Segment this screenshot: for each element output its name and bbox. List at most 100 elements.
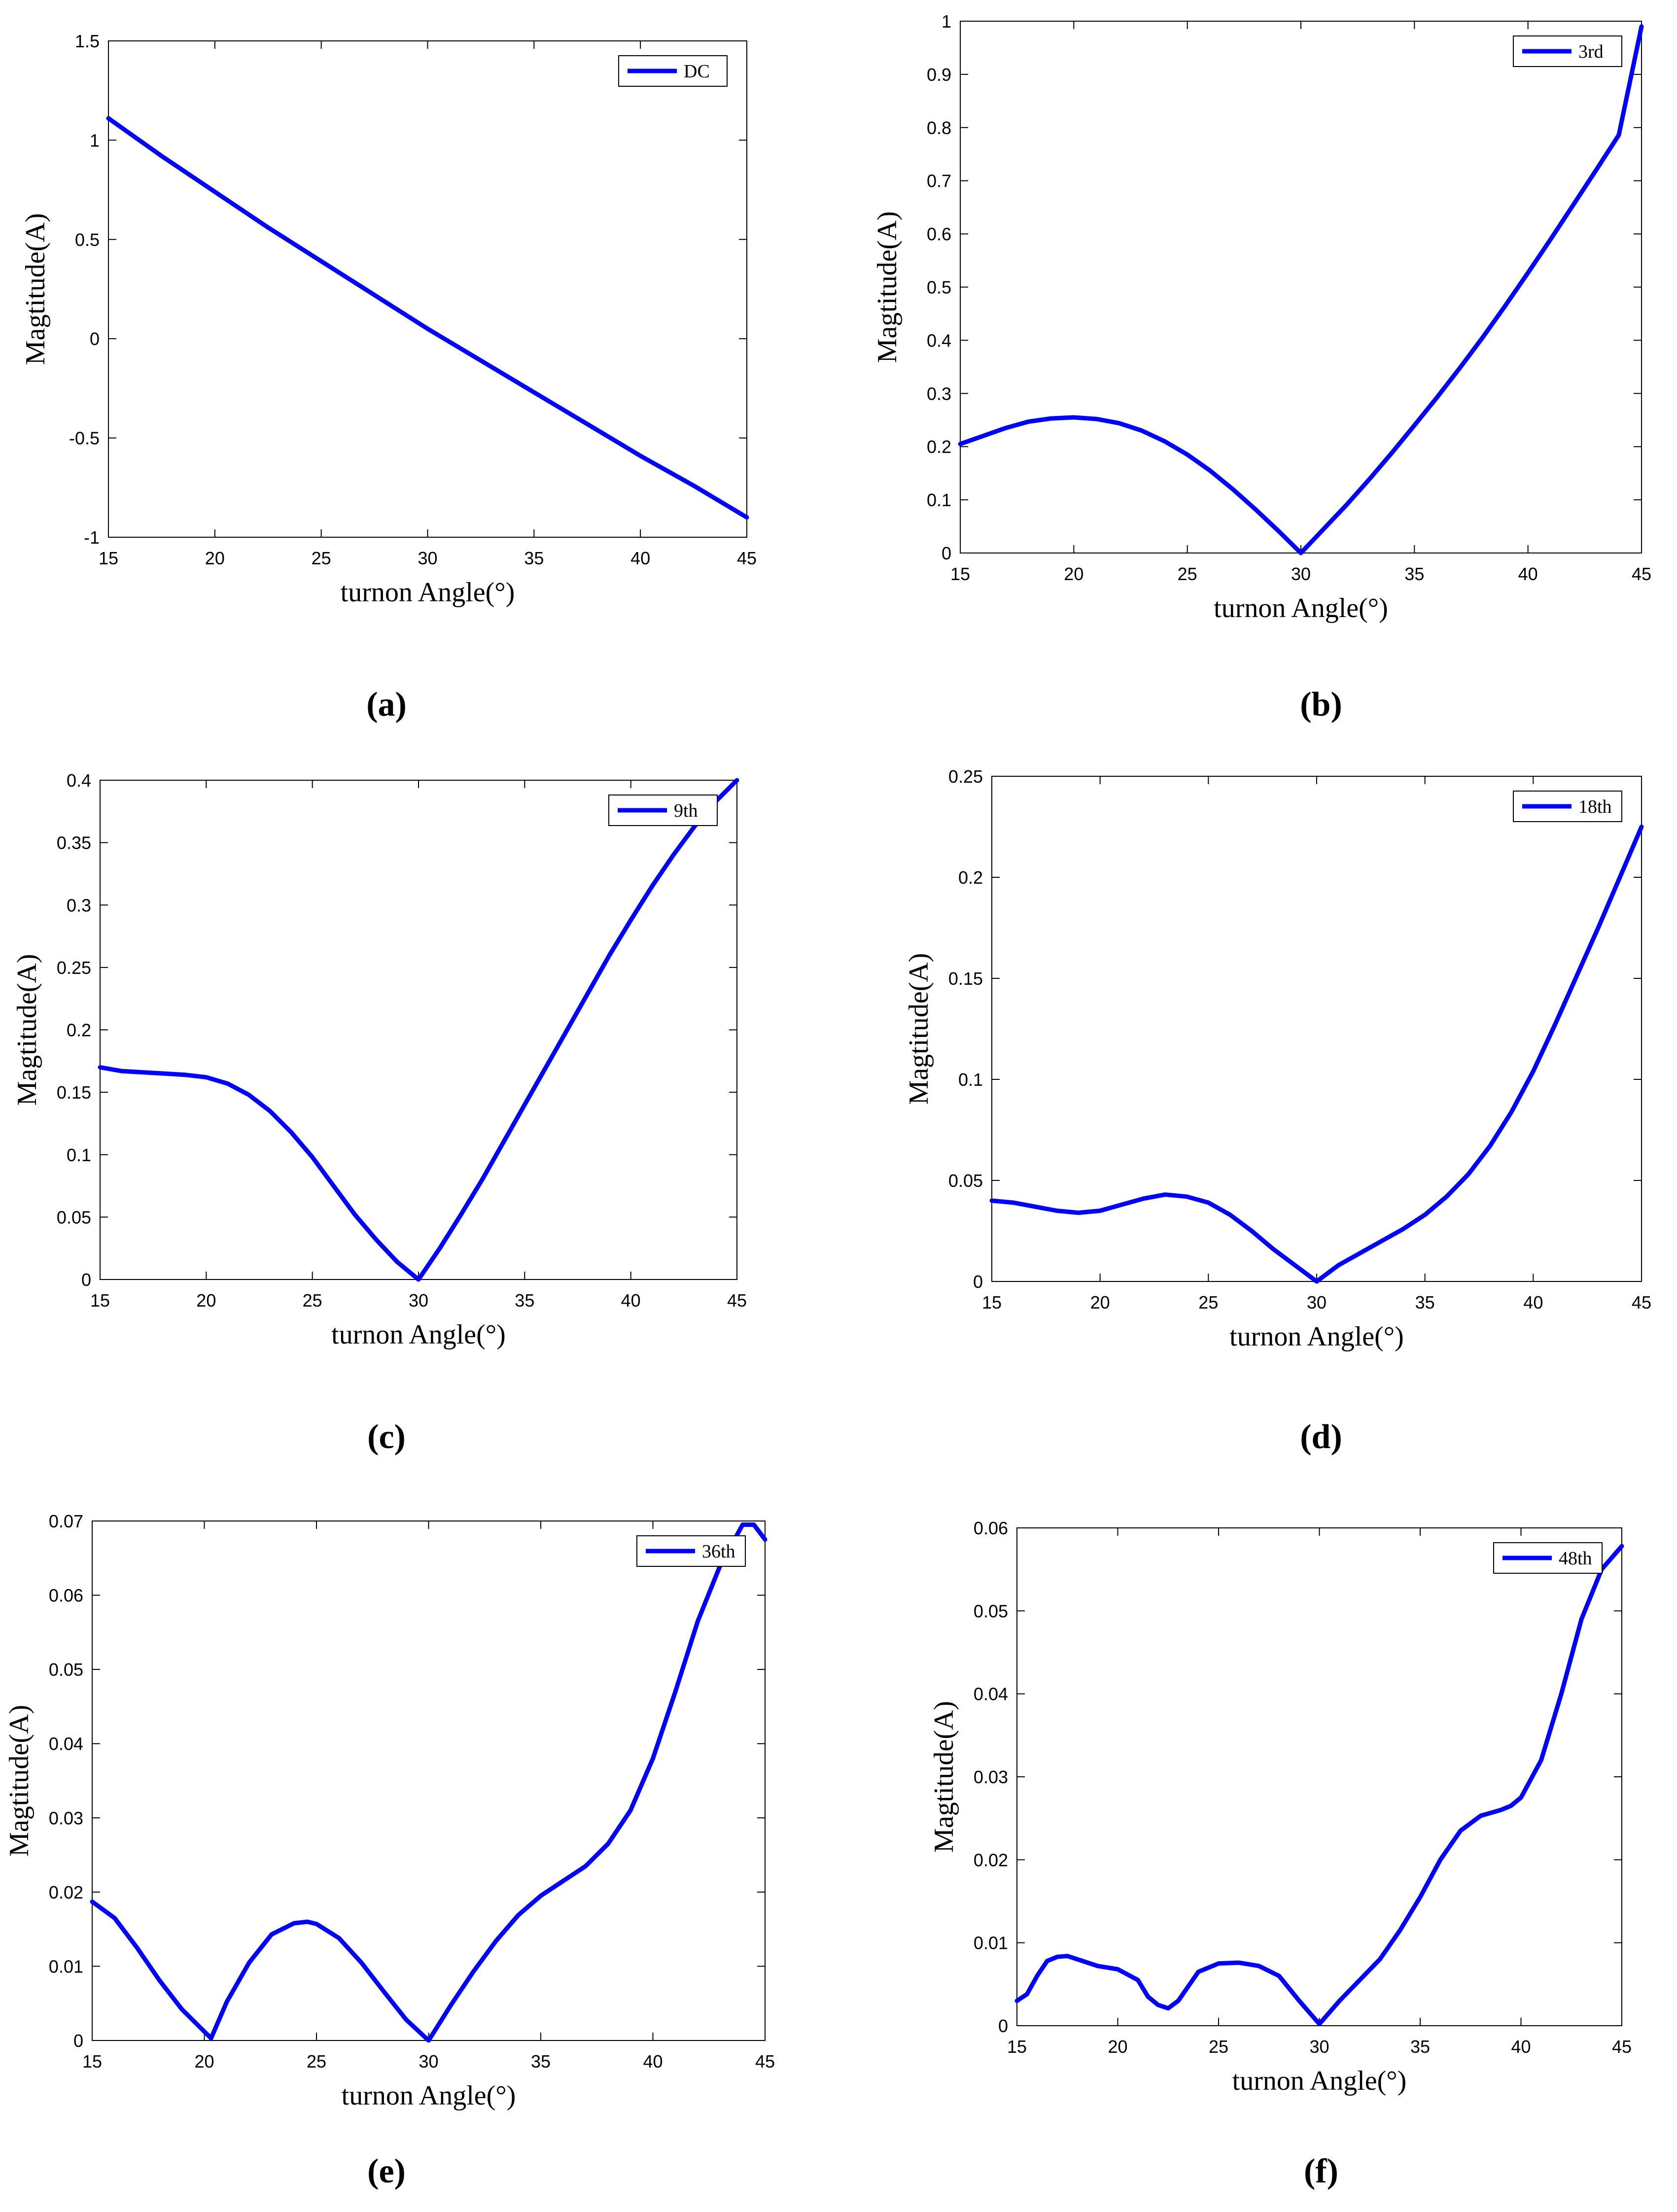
series-line-c bbox=[98, 778, 739, 1282]
y-tick-label-b: 0.7 bbox=[927, 171, 951, 191]
y-tick-label-f: 0.03 bbox=[974, 1767, 1008, 1787]
x-tick-label-a: 40 bbox=[630, 548, 650, 568]
panel-label-d: (d) bbox=[1300, 1418, 1342, 1456]
series-line-a bbox=[106, 116, 749, 520]
y-tick-label-c: 0.4 bbox=[67, 770, 91, 791]
y-tick-label-e: 0.04 bbox=[49, 1734, 83, 1754]
x-axis-label-b: turnon Angle(°) bbox=[1214, 593, 1388, 623]
x-axis-label-a: turnon Angle(°) bbox=[341, 577, 515, 608]
x-tick-label-c: 35 bbox=[515, 1290, 534, 1311]
x-tick-label-c: 25 bbox=[303, 1290, 322, 1311]
plot-frame-e bbox=[92, 1521, 766, 2041]
y-tick-label-f: 0 bbox=[998, 2016, 1008, 2036]
y-tick-label-b: 0.8 bbox=[927, 118, 951, 138]
legend-label-f: 48th bbox=[1559, 1548, 1592, 1569]
x-tick-label-d: 45 bbox=[1632, 1292, 1651, 1313]
y-tick-label-b: 0 bbox=[942, 543, 951, 563]
x-tick-label-f: 15 bbox=[1007, 2037, 1027, 2057]
chart-c: 15 20 25 30 35 40 45 0 0.05 0.1 0.15 0.2 0.25 0.3 0.35… bbox=[12, 770, 747, 1350]
x-tick-label-b: 20 bbox=[1064, 564, 1083, 584]
y-tick-label-e: 0.07 bbox=[49, 1511, 83, 1531]
y-axis-label-f: Magtitude(A) bbox=[929, 1701, 959, 1853]
x-tick-label-f: 30 bbox=[1309, 2037, 1329, 2057]
y-tick-label-b: 0.5 bbox=[927, 277, 951, 298]
y-tick-label-e: 0.03 bbox=[49, 1808, 83, 1828]
x-tick-label-d: 15 bbox=[982, 1292, 1002, 1313]
y-tick-label-b: 0.3 bbox=[927, 383, 951, 404]
x-tick-label-c: 15 bbox=[90, 1290, 110, 1311]
y-tick-label-e: 0 bbox=[73, 2031, 83, 2051]
panel-label-e: (e) bbox=[367, 2152, 406, 2190]
y-tick-label-a: -1 bbox=[84, 527, 100, 548]
y-tick-label-f: 0.01 bbox=[974, 1933, 1008, 1953]
plot-frame-b bbox=[960, 21, 1642, 553]
y-tick-label-c: 0.3 bbox=[67, 895, 91, 915]
y-tick-label-d: 0.25 bbox=[948, 766, 983, 787]
legend-label-c: 9th bbox=[674, 800, 698, 821]
y-tick-label-b: 0.6 bbox=[927, 224, 951, 244]
y-tick-label-c: 0.05 bbox=[57, 1207, 91, 1227]
x-tick-label-a: 45 bbox=[737, 548, 757, 568]
y-tick-label-d: 0.05 bbox=[948, 1171, 983, 1191]
x-tick-label-b: 45 bbox=[1632, 564, 1651, 584]
y-tick-label-a: 1.5 bbox=[75, 31, 100, 51]
y-tick-label-b: 0.9 bbox=[927, 65, 951, 85]
y-tick-label-d: 0.15 bbox=[948, 968, 983, 989]
y-tick-label-a: 0.5 bbox=[75, 230, 100, 250]
x-axis-label-d: turnon Angle(°) bbox=[1229, 1321, 1404, 1352]
y-tick-label-e: 0.01 bbox=[49, 1956, 83, 1976]
y-tick-label-d: 0.1 bbox=[958, 1070, 983, 1090]
y-axis-label-a: Magtitude(A) bbox=[20, 213, 51, 365]
y-tick-label-c: 0.15 bbox=[57, 1082, 91, 1103]
x-tick-label-e: 45 bbox=[755, 2051, 775, 2072]
y-tick-label-b: 0.4 bbox=[927, 330, 951, 350]
y-tick-label-f: 0.04 bbox=[974, 1684, 1008, 1704]
x-tick-label-a: 35 bbox=[524, 548, 544, 568]
y-tick-label-a: 0 bbox=[90, 329, 100, 349]
chart-d: 15 20 25 30 35 40 45 0 0.05 0.1 0.15 0.2 0.25 turnon … bbox=[904, 766, 1651, 1352]
y-tick-label-c: 0.2 bbox=[67, 1020, 91, 1040]
x-tick-label-f: 20 bbox=[1108, 2037, 1127, 2057]
x-tick-label-b: 30 bbox=[1291, 564, 1311, 584]
chart-b: 15 20 25 30 35 40 45 0 0.1 0.2 0.3 0.4 0.5 0.6 0.7 0.8 0… bbox=[872, 11, 1651, 623]
legend-label-a: DC bbox=[684, 61, 710, 82]
x-tick-label-e: 25 bbox=[307, 2051, 326, 2072]
x-axis-label-f: turnon Angle(°) bbox=[1232, 2066, 1407, 2096]
legend-label-b: 3rd bbox=[1578, 41, 1604, 62]
panel-label-b: (b) bbox=[1300, 686, 1342, 724]
y-tick-label-e: 0.06 bbox=[49, 1586, 83, 1606]
panel-label-f: (f) bbox=[1304, 2152, 1338, 2190]
chart-e: 15 20 25 30 35 40 45 0 0.01 0.02 0.03 0.04 0.05 0.06 0… bbox=[4, 1511, 775, 2111]
y-tick-label-a: 1 bbox=[90, 130, 100, 150]
x-tick-label-b: 40 bbox=[1518, 564, 1538, 584]
x-tick-label-e: 35 bbox=[531, 2051, 551, 2072]
x-tick-label-a: 30 bbox=[418, 548, 437, 568]
plot-frame-c bbox=[100, 780, 737, 1280]
chart-a: 15 20 25 30 35 40 45 -1 -0.5 0 0.5 1 1.5 turnon Angle… bbox=[20, 31, 757, 608]
y-tick-label-e: 0.05 bbox=[49, 1659, 83, 1680]
x-tick-label-d: 25 bbox=[1198, 1292, 1218, 1313]
x-tick-label-e: 15 bbox=[82, 2051, 102, 2072]
plot-frame-d bbox=[991, 776, 1642, 1282]
y-tick-label-f: 0.06 bbox=[974, 1518, 1008, 1538]
x-tick-label-f: 25 bbox=[1209, 2037, 1228, 2057]
series-line-b bbox=[958, 24, 1644, 555]
y-tick-label-b: 1 bbox=[942, 11, 951, 32]
y-tick-label-a: -0.5 bbox=[69, 428, 100, 449]
x-tick-label-c: 45 bbox=[727, 1290, 747, 1311]
panel-label-c: (c) bbox=[367, 1418, 406, 1456]
x-tick-label-b: 25 bbox=[1178, 564, 1197, 584]
chart-f: 15 20 25 30 35 40 45 0 0.01 0.02 0.03 0.04 0.05 0.06 t… bbox=[929, 1518, 1632, 2096]
x-tick-label-e: 30 bbox=[419, 2051, 438, 2072]
series-line-e bbox=[90, 1522, 768, 2043]
y-tick-label-d: 0.2 bbox=[958, 867, 983, 888]
x-tick-label-f: 40 bbox=[1511, 2037, 1531, 2057]
y-axis-label-b: Magtitude(A) bbox=[872, 211, 903, 363]
x-tick-label-d: 35 bbox=[1415, 1292, 1435, 1313]
y-axis-label-c: Magtitude(A) bbox=[12, 954, 42, 1106]
x-tick-label-c: 40 bbox=[621, 1290, 641, 1311]
series-line-d bbox=[989, 825, 1644, 1284]
x-tick-label-d: 30 bbox=[1307, 1292, 1327, 1313]
legend-label-d: 18th bbox=[1578, 796, 1612, 817]
